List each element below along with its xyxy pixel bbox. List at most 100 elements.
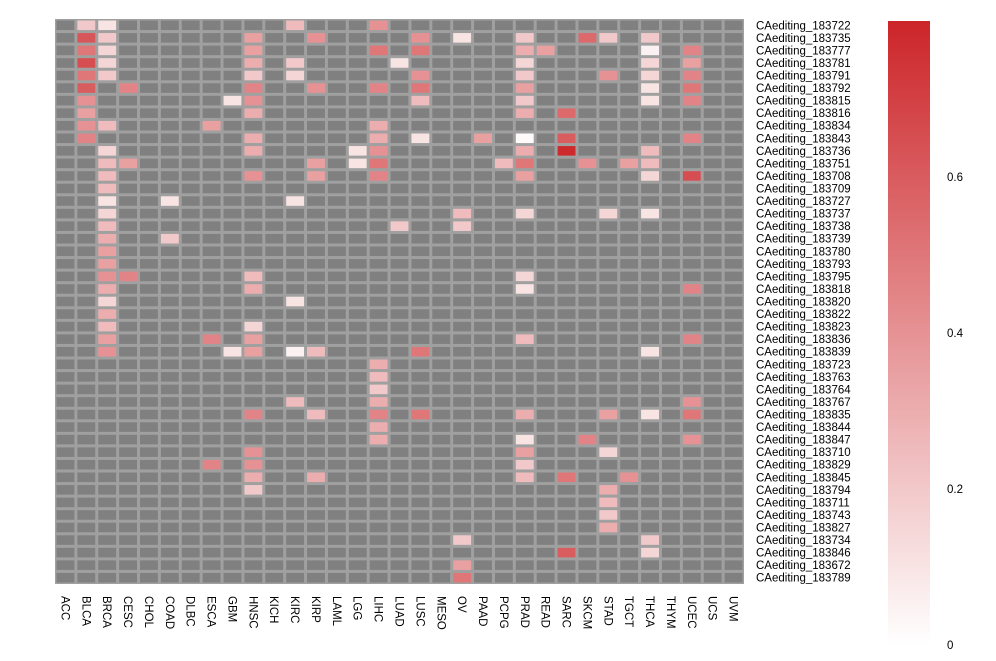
heatmap-cell-empty — [56, 208, 75, 219]
heatmap-cell-empty — [474, 284, 492, 294]
heatmap-cell-empty — [411, 510, 430, 520]
heatmap-cell-empty — [411, 422, 430, 432]
heatmap-cell — [98, 259, 117, 269]
heatmap-cell-empty — [160, 309, 179, 319]
heatmap-cell-empty — [265, 572, 284, 583]
heatmap-cell-empty — [411, 434, 430, 445]
heatmap-cell — [515, 58, 534, 68]
heatmap-cell-empty — [265, 83, 284, 93]
heatmap-cell-empty — [474, 120, 492, 131]
heatmap-cell-empty — [181, 510, 200, 520]
heatmap-cell-empty — [557, 409, 576, 420]
heatmap-cell-empty — [223, 485, 242, 495]
heatmap-cell-empty — [56, 409, 75, 420]
heatmap-cell — [578, 33, 597, 43]
heatmap-cell-empty — [119, 522, 138, 533]
heatmap-cell-empty — [119, 510, 138, 520]
heatmap-cell-empty — [390, 271, 409, 282]
heatmap-cell-empty — [181, 522, 200, 533]
heatmap-cell-empty — [77, 196, 96, 206]
heatmap-cell-empty — [536, 572, 555, 583]
heatmap-cell-empty — [77, 334, 96, 344]
heatmap-cell-empty — [140, 58, 158, 68]
heatmap-cell-empty — [181, 95, 200, 106]
heatmap-cell-empty — [56, 221, 75, 231]
heatmap-cell — [98, 208, 117, 219]
heatmap-cell-empty — [599, 58, 618, 68]
heatmap-cell-empty — [474, 158, 492, 169]
heatmap-cell — [641, 208, 659, 219]
heatmap-cell-empty — [453, 158, 472, 169]
heatmap-cell-empty — [307, 233, 325, 244]
row-label: CAediting_183739 — [756, 234, 851, 246]
heatmap-cell-empty — [327, 434, 346, 445]
heatmap-cell-empty — [682, 33, 701, 43]
heatmap-cell — [411, 95, 430, 106]
heatmap-cell-empty — [578, 146, 597, 156]
heatmap-cell-empty — [140, 359, 158, 370]
heatmap-cell-empty — [265, 284, 284, 294]
heatmap-cell-empty — [348, 535, 367, 545]
heatmap-cell-empty — [620, 485, 639, 495]
heatmap-cell-empty — [578, 547, 597, 558]
heatmap-cell-empty — [599, 83, 618, 93]
heatmap-cell-empty — [160, 321, 179, 332]
heatmap-cell-empty — [369, 70, 388, 81]
heatmap-cell-empty — [286, 309, 305, 319]
heatmap-cell-empty — [181, 497, 200, 508]
heatmap-cell-empty — [661, 560, 680, 570]
heatmap-cell-empty — [160, 33, 179, 43]
heatmap-cell-empty — [641, 271, 659, 282]
heatmap-cell-empty — [98, 372, 117, 382]
heatmap-cell-empty — [599, 334, 618, 344]
heatmap-cell-empty — [724, 171, 743, 181]
heatmap-cell-empty — [536, 58, 555, 68]
heatmap-cell-empty — [724, 233, 743, 244]
heatmap-cell — [77, 108, 96, 118]
heatmap-cell-empty — [724, 485, 743, 495]
heatmap-cell-empty — [411, 309, 430, 319]
heatmap-cell-empty — [453, 196, 472, 206]
heatmap-cell-empty — [390, 20, 409, 31]
heatmap-cell-empty — [348, 434, 367, 445]
heatmap-cell-empty — [432, 183, 451, 194]
heatmap-cell-empty — [453, 397, 472, 407]
heatmap-cell-empty — [307, 246, 325, 257]
heatmap-cell-empty — [160, 133, 179, 144]
heatmap-cell-empty — [369, 560, 388, 570]
heatmap-cell-empty — [557, 70, 576, 81]
heatmap-cell-empty — [682, 259, 701, 269]
heatmap-cell — [98, 45, 117, 56]
heatmap-cell-empty — [557, 522, 576, 533]
heatmap-cell-empty — [557, 397, 576, 407]
heatmap-cell-empty — [202, 246, 221, 257]
heatmap-cell-empty — [411, 233, 430, 244]
heatmap-cell-empty — [390, 309, 409, 319]
heatmap-cell-empty — [56, 83, 75, 93]
heatmap-cell-empty — [578, 472, 597, 483]
heatmap-cell-empty — [202, 70, 221, 81]
heatmap-cell — [369, 434, 388, 445]
heatmap-cell-empty — [661, 284, 680, 294]
heatmap-cell-empty — [140, 422, 158, 432]
heatmap-cell-empty — [494, 108, 513, 118]
heatmap-cell-empty — [307, 20, 325, 31]
heatmap-cell-empty — [724, 146, 743, 156]
column-label: ESCA — [205, 596, 217, 628]
heatmap-cell-empty — [515, 221, 534, 231]
heatmap-cell-empty — [661, 384, 680, 395]
heatmap-cell-empty — [703, 196, 722, 206]
heatmap-cell-empty — [578, 422, 597, 432]
heatmap-cell-empty — [578, 359, 597, 370]
heatmap-cell-empty — [599, 384, 618, 395]
heatmap-cell-empty — [599, 472, 618, 483]
heatmap-cell-empty — [578, 409, 597, 420]
heatmap-cell-empty — [348, 133, 367, 144]
heatmap-cell-empty — [453, 334, 472, 344]
heatmap-cell-empty — [682, 208, 701, 219]
heatmap-cell-empty — [140, 397, 158, 407]
heatmap-cell-empty — [327, 171, 346, 181]
heatmap-cell-empty — [599, 535, 618, 545]
heatmap-cell-empty — [286, 447, 305, 457]
heatmap-cell — [411, 83, 430, 93]
